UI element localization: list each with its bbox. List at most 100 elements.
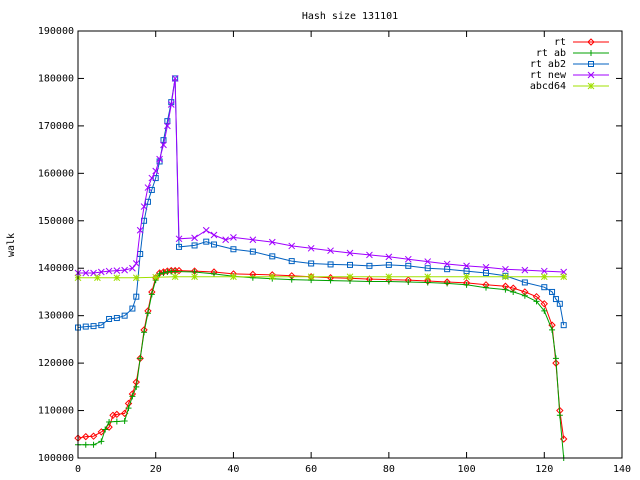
data-point-rt-ab2-36: [483, 269, 489, 276]
data-point-rt-new-30: [346, 249, 354, 257]
data-point-rt-ab-10: [133, 383, 140, 390]
data-point-rt-ab2-1: [82, 323, 89, 330]
data-point-rt-ab2-19: [176, 243, 183, 250]
data-point-rt-new-15: [160, 141, 167, 149]
data-point-rt-ab-37: [502, 286, 509, 293]
legend-entry-rt-ab: rt ab: [536, 48, 609, 59]
data-point-rt-ab-32: [405, 278, 412, 285]
data-point-rt-ab-43: [552, 355, 559, 362]
series-abcd64: [74, 273, 568, 282]
legend-marker-rt-ab2: [588, 61, 594, 67]
data-point-rt-new-40: [540, 267, 548, 275]
data-point-abcd64-4: [152, 273, 160, 281]
data-point-rt-ab-12: [141, 329, 148, 336]
data-point-rt-new-23: [222, 236, 230, 244]
data-point-rt-ab2-20: [191, 242, 198, 249]
series-line-rt-ab: [78, 271, 565, 459]
data-point-rt-ab-26: [288, 276, 295, 283]
data-point-rt-new-32: [385, 253, 393, 261]
plot-frame: [77, 30, 623, 459]
data-point-abcd64-3: [132, 274, 140, 282]
data-point-rt-ab2-8: [133, 293, 140, 300]
data-point-rt-new-38: [502, 265, 509, 273]
y-tick-label-150000: 150000: [38, 216, 74, 227]
data-point-rt-5: [109, 411, 117, 420]
data-point-rt-new-13: [152, 167, 160, 175]
data-point-abcd64-7: [230, 273, 237, 281]
legend-label-rt-ab: rt ab: [536, 48, 566, 59]
data-point-abcd64-13: [463, 273, 470, 281]
data-point-rt-new-34: [424, 258, 432, 265]
data-point-rt-ab2-13: [152, 175, 159, 182]
data-point-rt-ab-33: [424, 279, 431, 286]
data-point-rt-new-19: [175, 235, 183, 243]
data-point-rt-ab2-40: [549, 288, 556, 295]
data-point-rt-ab-11: [137, 355, 144, 362]
data-point-rt-ab-20: [172, 268, 179, 275]
data-point-rt-ab2-32: [405, 262, 412, 269]
data-point-rt-ab2-5: [113, 315, 120, 322]
y-tick-label-140000: 140000: [38, 263, 74, 274]
data-point-rt-ab2-23: [230, 246, 237, 253]
data-point-rt-ab2-3: [98, 322, 105, 329]
y-tick-label-110000: 110000: [38, 406, 74, 417]
legend-marker-rt-ab: [588, 50, 594, 56]
y-tick-label-100000: 100000: [38, 453, 74, 464]
data-point-rt-ab-35: [463, 281, 470, 288]
data-point-rt-ab-4: [102, 426, 109, 433]
data-point-rt-new-36: [463, 262, 470, 270]
data-point-rt-ab2-38: [521, 279, 528, 286]
x-tick-label-0: 0: [75, 464, 81, 475]
data-point-rt-1: [82, 432, 90, 441]
data-point-rt-ab2-31: [385, 261, 392, 268]
data-point-rt-new-7: [129, 264, 136, 272]
data-point-rt-new-20: [191, 234, 198, 242]
series-rt: [74, 266, 568, 443]
data-point-rt-ab2-28: [327, 261, 334, 268]
data-point-rt-new-8: [132, 260, 140, 267]
legend-marker-abcd64: [587, 82, 595, 90]
x-tick-label-60: 60: [305, 464, 317, 475]
data-point-rt-ab-9: [129, 393, 136, 400]
data-point-rt-ab-36: [483, 284, 489, 291]
data-point-rt-new-2: [90, 269, 97, 277]
data-point-rt-21: [175, 266, 183, 275]
data-point-abcd64-2: [113, 274, 121, 282]
data-point-rt-new-28: [307, 244, 315, 252]
data-point-abcd64-8: [268, 273, 276, 281]
data-point-rt-new-25: [249, 236, 257, 244]
data-point-rt-ab-30: [366, 278, 373, 285]
data-point-rt-new-3: [97, 268, 105, 276]
data-point-rt-new-26: [268, 238, 276, 246]
data-point-abcd64-15: [540, 273, 548, 281]
data-point-rt-ab-42: [549, 326, 556, 333]
data-point-rt-ab-34: [444, 280, 451, 287]
data-point-rt-new-39: [521, 266, 529, 274]
data-point-rt-new-6: [121, 266, 128, 274]
y-tick-label-170000: 170000: [38, 121, 74, 132]
legend-label-abcd64: abcd64: [530, 81, 566, 92]
data-point-rt-new-17: [167, 101, 175, 108]
data-point-rt-3: [97, 428, 106, 436]
data-point-rt-ab-16: [156, 270, 163, 277]
data-point-rt-new-37: [482, 263, 490, 271]
data-point-rt-ab-22: [211, 270, 217, 277]
data-point-abcd64-11: [385, 273, 393, 281]
legend-label-rt-new: rt new: [530, 70, 567, 81]
data-point-rt-ab-38: [510, 288, 517, 295]
data-point-rt-ab2-21: [203, 238, 210, 245]
chart-title: Hash size 131101: [302, 11, 398, 22]
y-tick-label-160000: 160000: [38, 168, 74, 179]
axes: 0 20 40 60 80 100 120 140 100000 110000 120000 1300…: [38, 26, 631, 475]
data-point-abcd64-9: [307, 273, 315, 281]
data-point-rt-new-33: [404, 255, 412, 263]
data-point-rt-new-18: [171, 75, 179, 82]
y-tick-label-190000: 190000: [38, 26, 74, 37]
x-tick-label-100: 100: [458, 464, 476, 475]
data-point-rt-ab2-26: [288, 258, 295, 265]
data-point-rt-ab2-7: [129, 305, 136, 312]
data-point-abcd64-16: [560, 273, 568, 281]
data-point-rt-ab2-24: [249, 248, 256, 255]
data-point-rt-ab2-39: [541, 284, 548, 291]
